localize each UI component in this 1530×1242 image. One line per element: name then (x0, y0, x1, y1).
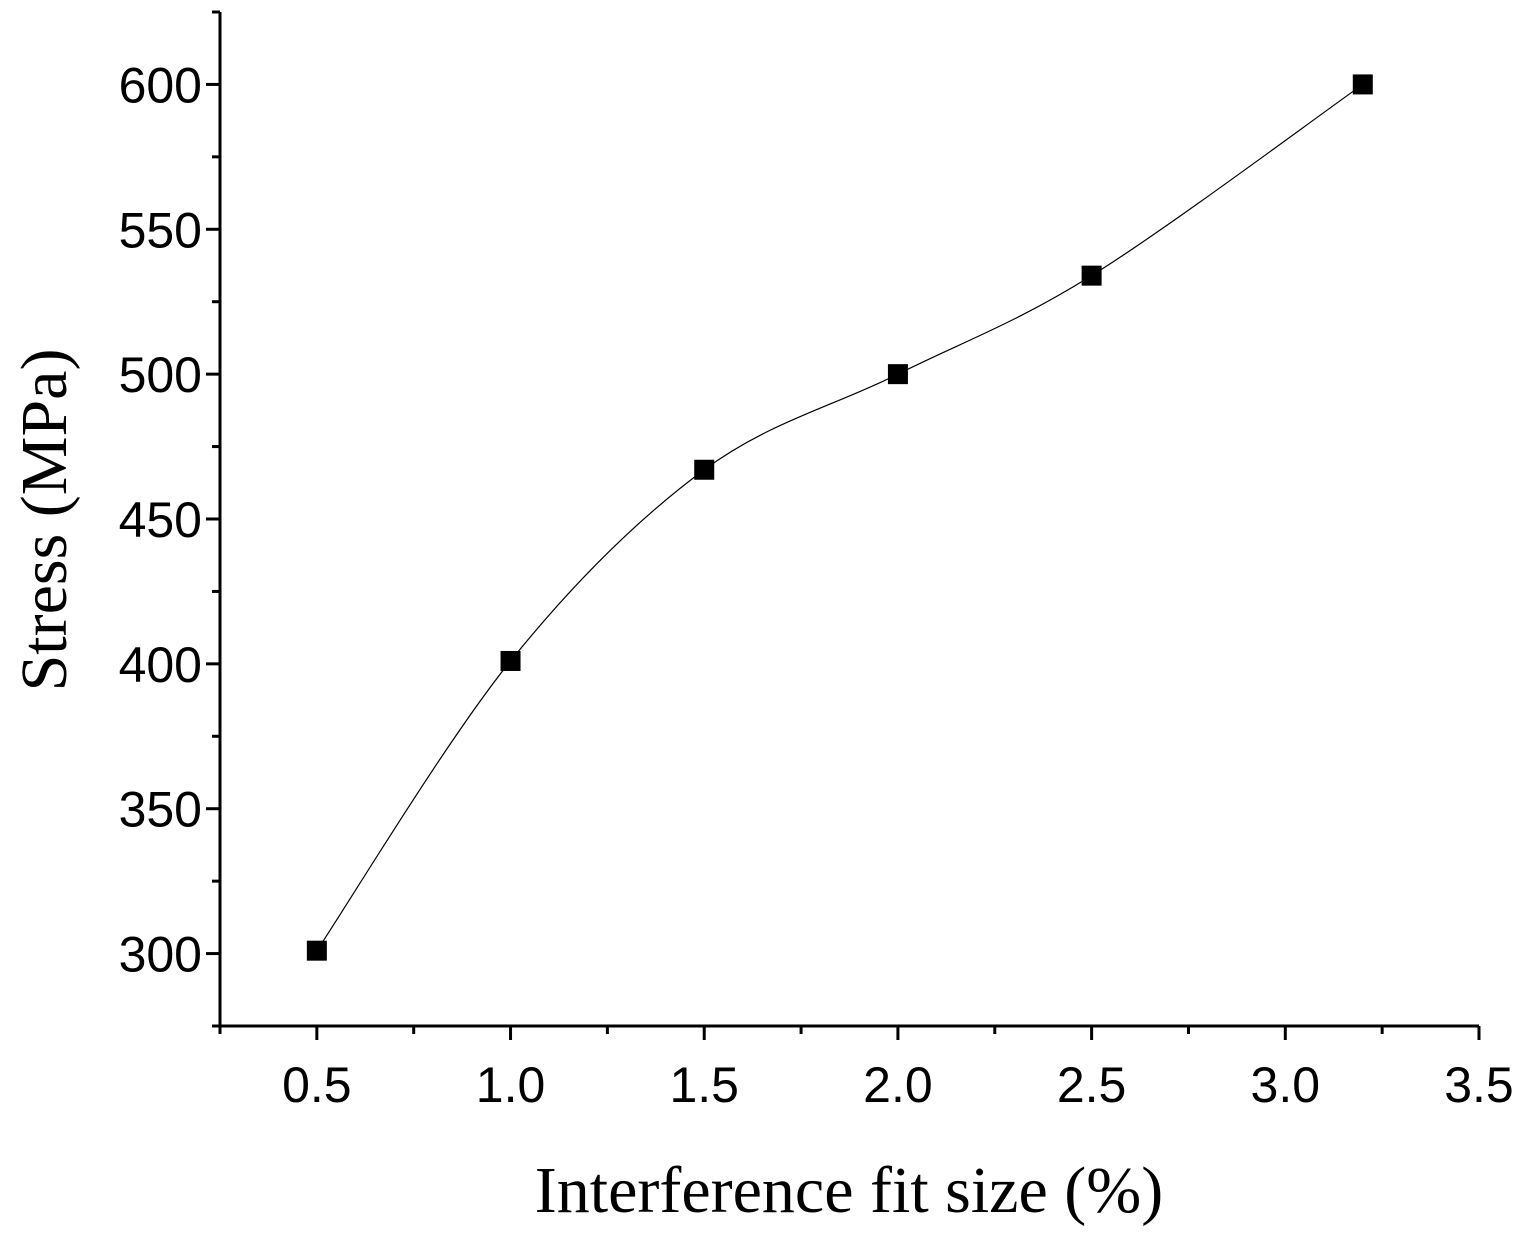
ticks (206, 10, 1481, 1040)
data-point (1352, 74, 1373, 95)
data-point (887, 364, 908, 385)
x-tick-label: 1.0 (476, 1057, 546, 1113)
data-point (306, 940, 327, 961)
axes (218, 12, 1479, 1028)
data-point (1081, 265, 1102, 286)
x-tick-label: 3.0 (1251, 1057, 1321, 1113)
y-tick-label: 400 (119, 637, 202, 693)
y-tick-label: 600 (119, 57, 202, 113)
x-tick-label: 2.5 (1057, 1057, 1127, 1113)
series (306, 74, 1373, 961)
x-tick-label: 1.5 (669, 1057, 739, 1113)
x-tick-label: 3.5 (1444, 1057, 1514, 1113)
series-line (316, 83, 1364, 952)
y-axis-title: Stress (MPa) (8, 349, 81, 692)
y-tick-label: 300 (119, 927, 202, 983)
y-tick-label: 350 (119, 782, 202, 838)
y-tick-label: 500 (119, 347, 202, 403)
y-tick-label: 450 (119, 492, 202, 548)
y-tick-label: 550 (119, 202, 202, 258)
data-point (500, 650, 521, 671)
x-axis-title: Interference fit size (%) (535, 1154, 1163, 1227)
x-tick-label: 0.5 (282, 1057, 352, 1113)
tick-labels: 300 350 400 450 500 550 600 0.5 1.0 1.5 2.0 2.5 3.0 3… (119, 57, 1514, 1113)
x-tick-label: 2.0 (863, 1057, 933, 1113)
data-point (694, 459, 715, 480)
